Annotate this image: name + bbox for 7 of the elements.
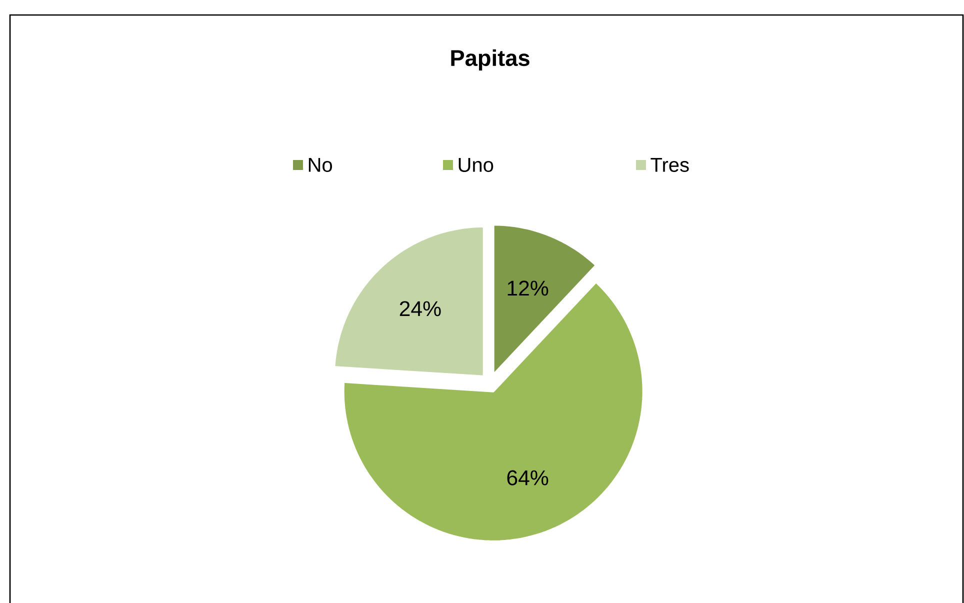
data-label: 12% <box>508 280 548 296</box>
chart-title: Papitas <box>451 49 530 71</box>
legend-label: Tres <box>650 158 689 172</box>
legend-label: Uno <box>458 158 494 172</box>
legend-label: No <box>308 158 332 172</box>
data-label: 24% <box>400 301 441 316</box>
data-label: 64% <box>507 470 548 486</box>
